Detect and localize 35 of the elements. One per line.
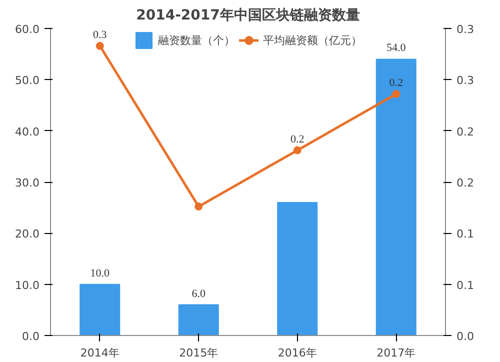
x-tick-label: 2016年 bbox=[278, 346, 317, 360]
bar bbox=[80, 284, 120, 336]
data-label: 0.3 bbox=[93, 28, 108, 41]
y-tick-label: 60.0 bbox=[15, 23, 40, 36]
data-label: 0.2 bbox=[389, 76, 403, 89]
data-label: 54.0 bbox=[386, 42, 406, 54]
y-tick-label: 10.0 bbox=[15, 278, 40, 292]
y2-tick-label: 0.1 bbox=[456, 278, 474, 292]
point bbox=[392, 90, 400, 98]
legend-label: 平均融资额（亿元） bbox=[263, 32, 362, 48]
data-label: 6.0 bbox=[192, 288, 206, 300]
point bbox=[293, 146, 302, 154]
x-tick-label: 2015年 bbox=[179, 346, 218, 360]
y-tick-label: 50.0 bbox=[15, 74, 40, 88]
legend-label: 融资数量（个） bbox=[158, 32, 235, 48]
x-tick-label: 2017年 bbox=[376, 346, 416, 360]
y2-tick-label: 0.2 bbox=[456, 176, 474, 190]
y2-tick-label: 0.1 bbox=[456, 228, 474, 241]
bar bbox=[277, 202, 318, 336]
point bbox=[96, 42, 104, 50]
y-tick-label: 20.0 bbox=[15, 228, 40, 241]
y-tick-label: 30.0 bbox=[15, 176, 40, 190]
data-label: 10.0 bbox=[90, 267, 110, 280]
y-tick-label: 40.0 bbox=[15, 125, 40, 138]
y2-tick-label: 0.0 bbox=[456, 330, 474, 343]
y2-tick-label: 0.3 bbox=[456, 23, 474, 36]
bar bbox=[376, 58, 416, 336]
y2-tick-label: 0.3 bbox=[456, 74, 474, 88]
y-tick-label: 0.0 bbox=[22, 330, 40, 343]
data-label: 0.2 bbox=[290, 133, 304, 146]
y2-tick-label: 0.2 bbox=[456, 125, 474, 138]
chart-title: 2014-2017年中国区块链融资数量 bbox=[136, 8, 360, 24]
point bbox=[194, 202, 203, 211]
x-tick-label: 2014年 bbox=[80, 346, 120, 360]
bar bbox=[178, 304, 219, 336]
